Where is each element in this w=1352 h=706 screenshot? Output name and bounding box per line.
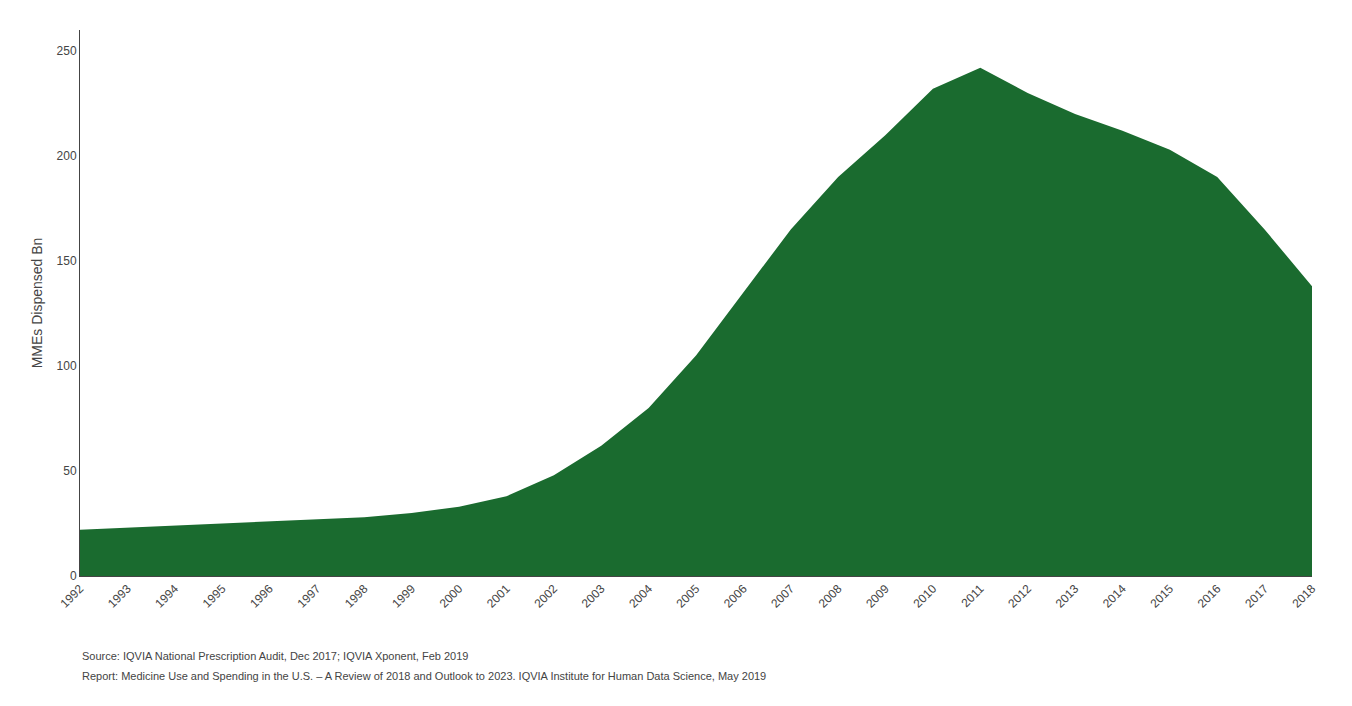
svg-text:2014: 2014 (1100, 582, 1129, 611)
svg-text:250: 250 (57, 44, 77, 58)
svg-text:Report: Medicine Use and Spend: Report: Medicine Use and Spending in the… (82, 670, 766, 682)
svg-text:2016: 2016 (1195, 582, 1224, 611)
svg-text:2015: 2015 (1147, 582, 1176, 611)
svg-text:MMEs Dispensed Bn: MMEs Dispensed Bn (29, 238, 45, 369)
svg-text:200: 200 (57, 149, 77, 163)
svg-text:2001: 2001 (484, 582, 513, 611)
svg-text:Source: IQVIA National Prescri: Source: IQVIA National Prescription Audi… (82, 650, 468, 662)
svg-text:2002: 2002 (531, 582, 560, 611)
svg-text:2013: 2013 (1053, 582, 1082, 611)
svg-text:2012: 2012 (1005, 582, 1034, 611)
svg-text:1996: 1996 (247, 582, 276, 611)
svg-text:1997: 1997 (295, 582, 324, 611)
svg-text:2004: 2004 (626, 582, 655, 611)
svg-text:2007: 2007 (768, 582, 797, 611)
svg-text:1992: 1992 (58, 582, 87, 611)
svg-text:2011: 2011 (959, 582, 987, 610)
svg-text:1999: 1999 (389, 582, 418, 611)
svg-text:150: 150 (57, 254, 77, 268)
svg-text:0: 0 (70, 569, 77, 583)
svg-text:2005: 2005 (674, 582, 703, 611)
svg-text:1994: 1994 (152, 582, 181, 611)
svg-text:50: 50 (63, 464, 77, 478)
svg-text:2006: 2006 (721, 582, 750, 611)
svg-text:2017: 2017 (1242, 582, 1271, 611)
svg-text:1993: 1993 (105, 582, 134, 611)
svg-text:2010: 2010 (911, 582, 940, 611)
svg-text:2008: 2008 (816, 582, 845, 611)
svg-text:100: 100 (57, 359, 77, 373)
svg-text:2018: 2018 (1290, 582, 1319, 611)
svg-text:1998: 1998 (342, 582, 371, 611)
svg-text:2009: 2009 (863, 582, 892, 611)
svg-text:2000: 2000 (437, 582, 466, 611)
svg-text:1995: 1995 (200, 582, 229, 611)
svg-text:2003: 2003 (579, 582, 608, 611)
